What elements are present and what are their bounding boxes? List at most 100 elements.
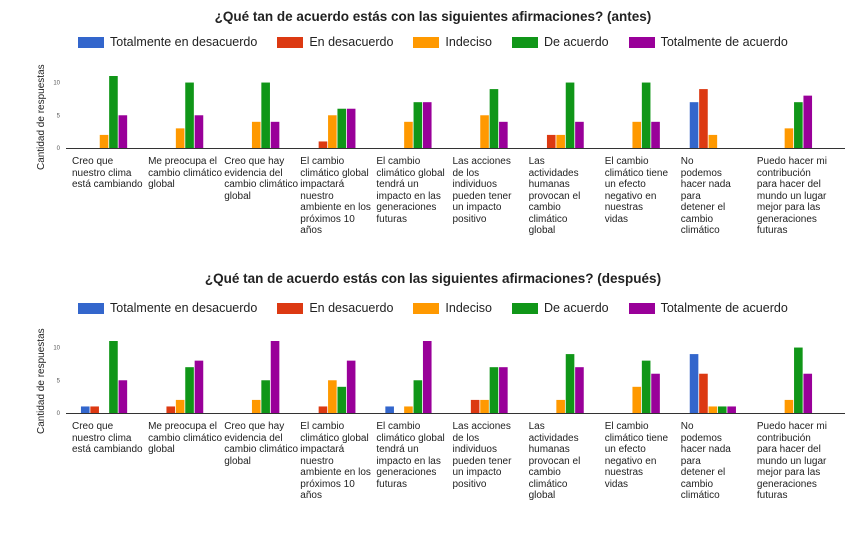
x-tick-label-line: de los bbox=[452, 167, 480, 179]
bar bbox=[337, 386, 347, 413]
legend-label: Indeciso bbox=[445, 35, 492, 49]
legend-label: Totalmente de acuerdo bbox=[660, 301, 788, 315]
bar bbox=[346, 360, 356, 413]
x-tick-label-line: próximos 10 bbox=[300, 478, 355, 490]
y-tick-label: 0 bbox=[57, 411, 61, 417]
x-tick-label-line: pueden tener bbox=[452, 190, 512, 202]
x-tick-label-line: El cambio bbox=[376, 421, 421, 432]
x-tick-label-line: Las bbox=[528, 421, 545, 432]
bar bbox=[318, 406, 328, 413]
bar bbox=[318, 141, 328, 148]
legend-label: Totalmente de acuerdo bbox=[660, 35, 788, 49]
chart-title: ¿Qué tan de acuerdo estás con las siguie… bbox=[204, 271, 662, 286]
x-tick-label-line: El cambio bbox=[300, 421, 345, 432]
bar bbox=[90, 406, 99, 413]
x-tick-label-line: futuras bbox=[756, 490, 788, 501]
bar bbox=[422, 341, 432, 413]
bar bbox=[99, 134, 109, 148]
x-tick-label-line: provocan el bbox=[528, 190, 581, 202]
legend-label: Totalmente en desacuerdo bbox=[110, 35, 258, 49]
bar bbox=[337, 108, 347, 148]
x-tick-label-line: contribución bbox=[756, 432, 811, 444]
legend-item: De acuerdo bbox=[511, 35, 609, 49]
bar bbox=[422, 102, 432, 148]
legend-item: Indeciso bbox=[413, 301, 492, 315]
chart-antes: ¿Qué tan de acuerdo estás con las siguie… bbox=[0, 0, 866, 260]
x-tick-label-line: para bbox=[680, 190, 701, 202]
x-tick-label-line: un efecto bbox=[604, 179, 646, 190]
x-tick-label-line: nuestras bbox=[604, 467, 644, 478]
bar bbox=[251, 399, 261, 413]
x-tick-label-line: impacto en las bbox=[376, 190, 441, 202]
x-tick-label-line: Las acciones bbox=[452, 421, 511, 432]
legend-swatch bbox=[277, 36, 304, 48]
x-tick-label-line: próximos 10 bbox=[300, 213, 355, 225]
bar bbox=[717, 406, 727, 413]
x-tick-label-line: climático bbox=[680, 490, 720, 501]
legend-item: Totalmente en desacuerdo bbox=[78, 35, 257, 49]
y-tick-label: 10 bbox=[53, 346, 60, 352]
x-tick-label-line: nuestro bbox=[300, 190, 334, 202]
bar bbox=[641, 82, 651, 148]
x-tick-label-line: futuras bbox=[756, 225, 788, 236]
x-tick-label-line: un impacto bbox=[452, 467, 502, 478]
x-tick-label-line: cambio climático bbox=[224, 444, 299, 455]
x-tick-label-line: actividades bbox=[528, 432, 579, 444]
x-tick-label-line: impactará bbox=[300, 179, 345, 190]
x-tick-label-line: El cambio bbox=[604, 421, 649, 432]
x-tick-label-line: positivo bbox=[452, 478, 487, 490]
legend-swatch bbox=[413, 36, 440, 48]
bar bbox=[470, 399, 480, 413]
y-tick-label: 0 bbox=[57, 146, 61, 152]
x-tick-label-line: nuestro clima bbox=[72, 432, 132, 444]
x-tick-label-line: climático global bbox=[376, 167, 445, 179]
x-tick-label-line: Puedo hacer mi bbox=[756, 421, 827, 432]
x-tick-label-line: vidas bbox=[604, 213, 629, 225]
x-tick-label: Puedo hacer mi contribución para hacer del… bbox=[757, 156, 837, 237]
x-tick-label-line: generaciones bbox=[376, 202, 437, 213]
legend-item: En desacuerdo bbox=[277, 301, 393, 315]
x-tick-label: Creo que hay evidencia del cambio climátic… bbox=[224, 421, 304, 467]
x-tick-label-line: impacto en las bbox=[376, 455, 441, 467]
x-tick-label-line: nuestro bbox=[300, 455, 334, 467]
legend-swatch bbox=[511, 302, 538, 314]
x-tick-label: Creo que nuestro clima está cambiando bbox=[72, 156, 152, 191]
x-tick-label-line: generaciones bbox=[756, 478, 817, 490]
x-tick-label-line: climático tiene bbox=[604, 432, 669, 444]
bar bbox=[413, 102, 423, 148]
x-tick-label-line: global bbox=[528, 490, 556, 501]
x-tick-label: El cambio climático global tendrá un impact… bbox=[376, 156, 456, 225]
x-tick-label-line: climático global bbox=[376, 432, 445, 444]
x-tick-label-line: para bbox=[680, 455, 701, 467]
x-tick-label: No podemos hacer nada para detener el cambio c… bbox=[681, 156, 761, 237]
bar bbox=[632, 386, 642, 413]
bar bbox=[708, 134, 718, 148]
x-tick-label-line: pueden tener bbox=[452, 455, 512, 467]
x-tick-label-line: para hacer del bbox=[756, 179, 821, 190]
bar bbox=[803, 95, 813, 148]
bar bbox=[632, 121, 642, 148]
x-tick-label-line: negativo en bbox=[604, 190, 657, 202]
bar bbox=[689, 102, 699, 148]
bar bbox=[651, 373, 660, 413]
x-tick-label: Puedo hacer mi contribución para hacer del… bbox=[757, 421, 837, 502]
chart-title: ¿Qué tan de acuerdo estás con las siguie… bbox=[214, 9, 652, 24]
x-tick-label-line: evidencia del bbox=[224, 167, 283, 179]
x-tick-label-line: detener el bbox=[680, 467, 726, 478]
bar bbox=[109, 76, 118, 148]
x-tick-label-line: hacer nada bbox=[680, 444, 731, 455]
bar bbox=[794, 347, 803, 413]
legend-item: Indeciso bbox=[413, 35, 492, 49]
legend-label: En desacuerdo bbox=[309, 301, 394, 315]
x-tick-label: El cambio climático tiene un efecto negativ… bbox=[605, 156, 685, 225]
legend-item: Totalmente de acuerdo bbox=[628, 301, 788, 315]
bar bbox=[489, 89, 499, 148]
x-tick-label-line: El cambio bbox=[604, 156, 649, 167]
legend-swatch bbox=[78, 36, 104, 48]
bar bbox=[185, 367, 194, 413]
legend-item: En desacuerdo bbox=[277, 35, 393, 49]
x-tick-label-line: cambio climático bbox=[224, 179, 299, 190]
x-tick-label-line: Puedo hacer mi bbox=[756, 156, 827, 167]
x-tick-label-line: individuos bbox=[452, 179, 497, 190]
bar bbox=[413, 380, 423, 413]
